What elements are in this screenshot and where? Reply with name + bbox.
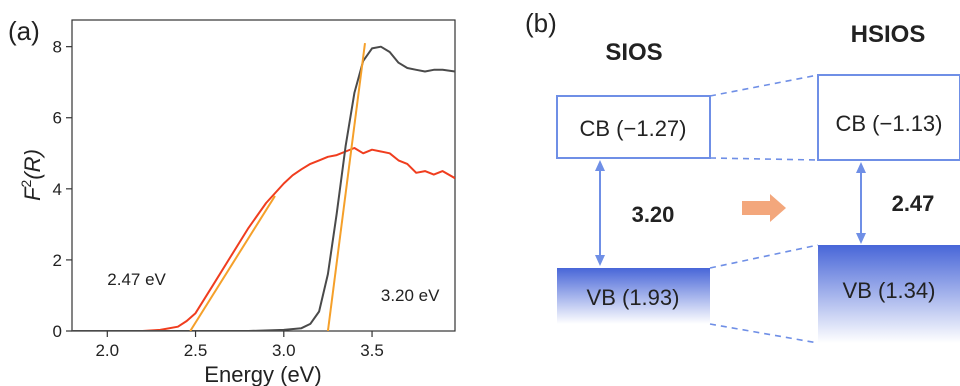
y-tick-label: 4 [53,180,62,199]
vb-label-hsios: VB (1.34) [843,278,936,303]
x-tick-label: 3.0 [272,341,296,360]
tangent-line-0 [189,195,276,331]
connector-vb-bottom [709,323,819,344]
cb-box-sios [556,95,711,159]
cb-label-hsios: CB (−1.13) [836,111,943,136]
cb-label-sios: CB (−1.27) [580,116,687,141]
vb-block-hsios [818,245,960,343]
gap-arrow-sios [595,160,605,266]
y-tick-label: 0 [53,322,62,341]
tangent-line-1 [326,42,366,331]
x-tick-label: 2.5 [184,341,208,360]
band-diagram: SIOS HSIOS CB (−1.27) CB (−1.13) VB (1.9… [556,21,960,344]
x-axis-ticks: 2.0 2.5 3.0 3.5 [95,331,384,360]
y-axis-label-rest: (R) [20,149,45,180]
absorption-plot: 0 2 4 6 8 2.0 2.5 3.0 3.5 2.47 eV 3.20 eV [53,19,456,360]
panel-b-label: (b) [525,8,557,38]
y-axis-label: F2(R) [18,149,45,201]
gap-label-hsios: 2.47 [892,191,935,216]
x-axis-label: Energy (eV) [204,362,321,386]
x-tick-label: 2.0 [95,341,119,360]
x-tick-label: 3.5 [360,341,384,360]
y-axis-ticks: 0 2 4 6 8 [53,38,72,341]
panel-a-label: (a) [8,16,40,46]
y-tick-label: 6 [53,109,62,128]
annotation-label-0: 2.47 eV [107,270,166,289]
connector-cb-bottom [709,157,819,161]
annotation-label-1: 3.20 eV [381,286,440,305]
material-name-hsios: HSIOS [851,21,926,48]
y-tick-label: 8 [53,38,62,57]
connector-cb-top [709,74,819,97]
cb-box-hsios [817,74,960,161]
y-axis-label-sup: 2 [18,179,34,187]
material-name-sios: SIOS [605,39,662,66]
series-layer [72,42,455,331]
annotation-layer: 2.47 eV 3.20 eV [107,270,440,305]
gap-arrow-hsios [856,162,866,244]
vb-block-sios [557,268,710,324]
vb-label-sios: VB (1.93) [587,285,680,310]
series-line-0 [72,147,455,331]
transition-arrow-icon [742,194,786,222]
y-tick-label: 2 [53,251,62,270]
y-axis-label-main: F [20,186,45,201]
connector-vb-top [709,244,819,269]
gap-label-sios: 3.20 [632,202,675,227]
